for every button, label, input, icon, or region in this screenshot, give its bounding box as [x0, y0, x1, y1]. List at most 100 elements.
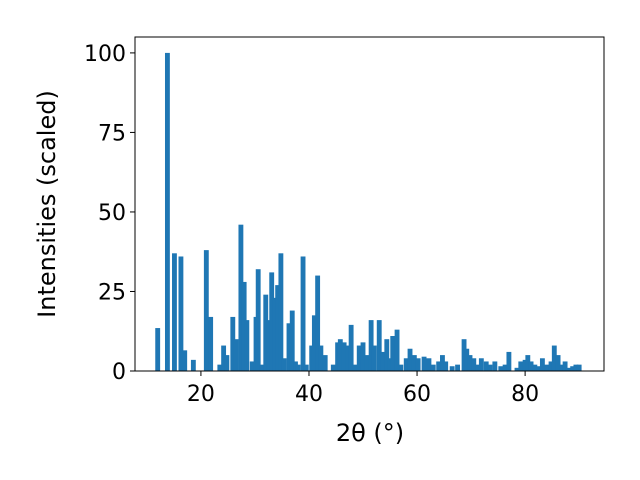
bar [407, 348, 413, 371]
bar [449, 366, 455, 371]
bar [487, 364, 493, 371]
x-axis-label: 2θ (°) [336, 419, 404, 447]
bar [514, 367, 520, 371]
bar [263, 294, 269, 371]
bar [352, 364, 358, 371]
bar [384, 339, 390, 371]
bar [528, 361, 534, 371]
bar [478, 358, 484, 371]
x-tick-label: 20 [187, 382, 215, 407]
bar [536, 366, 542, 371]
bar [281, 358, 287, 371]
x-tick-label: 60 [403, 382, 431, 407]
bar [182, 350, 188, 371]
bar [522, 359, 528, 371]
y-tick-label: 75 [98, 121, 126, 146]
bar [436, 361, 442, 371]
bar [443, 361, 449, 371]
bar [573, 364, 579, 371]
bar [502, 364, 508, 371]
bar [356, 345, 362, 371]
bar [461, 339, 467, 371]
bar [217, 364, 223, 371]
bar [368, 320, 374, 371]
bar [295, 364, 301, 371]
bar [345, 345, 351, 371]
bar [172, 253, 177, 371]
bar [278, 253, 284, 371]
bar [506, 351, 512, 371]
bar [518, 361, 524, 371]
bar [341, 342, 347, 371]
bar [394, 329, 400, 371]
bar [471, 358, 477, 371]
y-tick-label: 25 [98, 280, 126, 305]
bar [241, 281, 247, 371]
bar [411, 355, 417, 371]
bar [244, 320, 250, 371]
bar [364, 355, 370, 371]
bar [559, 364, 565, 371]
bar [255, 269, 261, 371]
bar [398, 364, 404, 371]
bar [259, 364, 265, 371]
bar [238, 224, 244, 371]
bar [289, 310, 295, 371]
bar [337, 339, 343, 371]
bar [286, 323, 292, 371]
bar [548, 361, 554, 371]
bar [426, 358, 432, 371]
bar [275, 285, 281, 371]
bar [539, 358, 545, 371]
bar [371, 345, 377, 371]
bar [266, 320, 272, 371]
bar [483, 361, 489, 371]
bar [403, 358, 409, 371]
bar [303, 364, 309, 371]
y-tick-label: 0 [112, 360, 126, 385]
bar [421, 356, 427, 371]
y-axis-label: Intensities (scaled) [33, 90, 61, 318]
bar [269, 272, 275, 371]
bar [525, 355, 531, 371]
bar [555, 355, 561, 371]
bar [532, 364, 538, 371]
bar [390, 336, 396, 371]
bar [221, 345, 227, 371]
bar [565, 367, 571, 371]
bar [492, 361, 498, 371]
bar [551, 345, 557, 371]
bar [272, 297, 278, 371]
x-tick-label: 80 [511, 382, 539, 407]
bar [208, 316, 214, 371]
bar [315, 275, 321, 371]
x-tick-label: 40 [295, 382, 323, 407]
bar [475, 364, 480, 371]
bar [203, 250, 209, 371]
bar [318, 345, 324, 371]
bar [498, 366, 504, 371]
bar [455, 364, 461, 371]
bar [322, 355, 328, 371]
y-tick-label: 50 [98, 201, 126, 226]
bar [224, 355, 230, 371]
bar [335, 342, 341, 371]
bar [376, 320, 382, 371]
bar [562, 361, 568, 371]
bar [309, 345, 315, 371]
bar [440, 355, 445, 371]
bar [164, 52, 170, 372]
bar [249, 361, 255, 371]
bar [178, 256, 184, 371]
bar [464, 348, 470, 371]
bar [233, 339, 239, 371]
bar [230, 316, 236, 371]
bar [544, 364, 550, 371]
bar [293, 361, 298, 371]
plot-frame [134, 36, 605, 372]
bar [190, 359, 196, 371]
bar [330, 364, 336, 371]
bar [380, 351, 385, 371]
bar [415, 358, 421, 371]
